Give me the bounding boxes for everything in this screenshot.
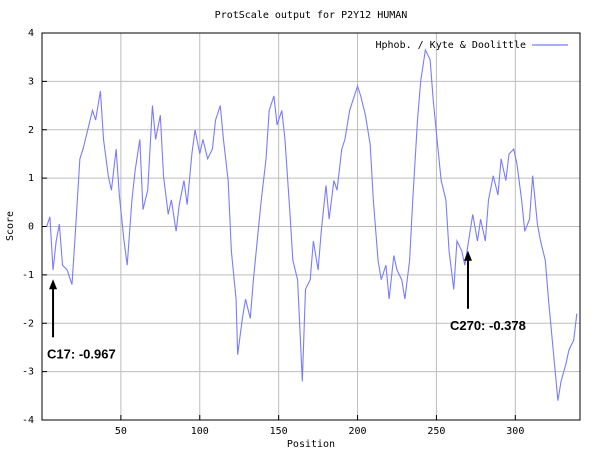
annotation-label: C17: -0.967 (47, 347, 116, 362)
legend-label: Hphob. / Kyte & Doolittle (375, 40, 526, 51)
y-tick-label: -4 (22, 415, 34, 426)
x-tick-label: 300 (506, 426, 524, 437)
x-tick-label: 200 (349, 426, 367, 437)
y-axis-label: Score (5, 211, 16, 241)
annotation-arrowhead (463, 250, 472, 261)
y-tick-label: -3 (22, 367, 34, 378)
y-tick-label: 3 (28, 76, 34, 87)
y-tick-label: 2 (28, 125, 34, 136)
y-tick-label: -2 (22, 318, 34, 329)
annotation-arrowhead (49, 279, 58, 290)
x-tick-label: 50 (115, 426, 127, 437)
chart-title: ProtScale output for P2Y12 HUMAN (215, 10, 408, 21)
annotation-label: C270: -0.378 (450, 318, 526, 333)
x-tick-label: 250 (427, 426, 445, 437)
plot-frame (41, 32, 581, 421)
y-tick-label: 1 (28, 173, 34, 184)
y-tick-label: 0 (28, 222, 34, 233)
y-tick-label: 4 (28, 28, 34, 39)
data-line (46, 48, 578, 401)
x-tick-label: 100 (191, 426, 209, 437)
x-tick-label: 150 (270, 426, 288, 437)
x-axis-label: Position (287, 439, 335, 450)
y-tick-label: -1 (22, 270, 34, 281)
